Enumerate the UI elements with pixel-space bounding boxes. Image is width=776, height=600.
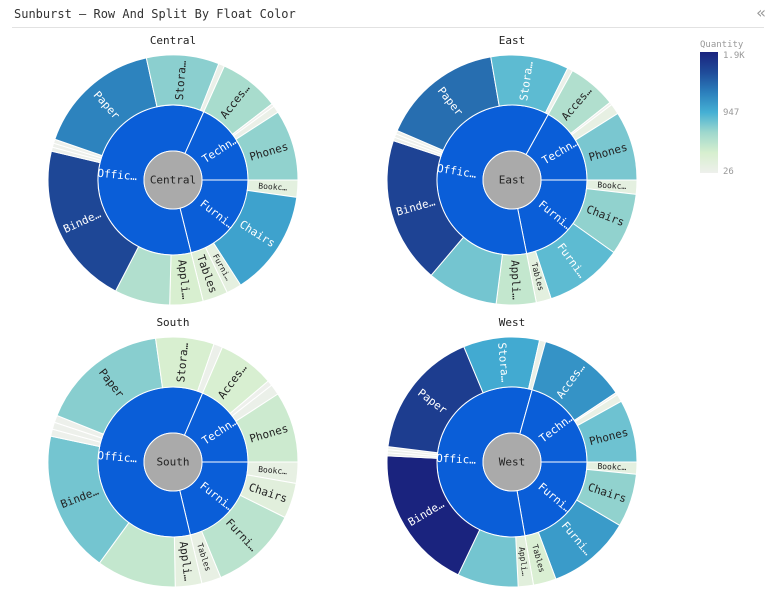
sunburst-panel-west: WestFurni…Bookc…ChairsFurni…TablesOffic…… xyxy=(386,316,638,588)
sunburst-panel-east: EastFurni…Bookc…ChairsFurni…TablesOffic…… xyxy=(386,34,638,306)
outer-label-furniture-bookcases: Bookc… xyxy=(258,181,288,192)
inner-label-office-supplies: Offic… xyxy=(436,452,477,467)
legend-colorbar xyxy=(700,52,718,173)
chart-title: Sunburst – Row And Split By Float Color xyxy=(14,7,296,21)
panel-title: East xyxy=(499,34,526,47)
outer-label-office-supplies-appliances: Appli… xyxy=(517,547,529,577)
panel-title: West xyxy=(499,316,526,329)
outer-arc-technology-phones[interactable] xyxy=(574,112,638,181)
center-label: West xyxy=(499,456,526,469)
outer-label-office-supplies-storage: Stora… xyxy=(495,342,511,383)
legend-tick-max: 1.9K xyxy=(723,51,745,61)
center-circle[interactable] xyxy=(482,150,542,210)
center-label: South xyxy=(156,456,189,469)
outer-arc-technology-phones[interactable] xyxy=(576,400,638,463)
outer-label-office-supplies-appliances: Appli… xyxy=(175,259,192,300)
legend-tick-min: 26 xyxy=(723,167,734,177)
outer-label-furniture-bookcases: Bookc… xyxy=(597,180,627,191)
outer-arc-technology-phones[interactable] xyxy=(235,393,299,463)
inner-label-office-supplies: Offic… xyxy=(97,449,138,465)
sunburst-panel-south: SouthFurni…Bookc…ChairsFurni…TablesOffic… xyxy=(47,316,299,588)
outer-label-office-supplies-storage: Stora… xyxy=(174,342,191,383)
panel-title: Central xyxy=(150,34,196,47)
center-circle[interactable] xyxy=(143,432,203,492)
legend-title: Quantity xyxy=(700,40,744,50)
inner-label-office-supplies: Offic… xyxy=(436,162,478,181)
center-circle[interactable] xyxy=(143,150,203,210)
center-circle[interactable] xyxy=(482,432,542,492)
outer-label-furniture-bookcases: Bookc… xyxy=(258,465,288,476)
center-label: Central xyxy=(150,174,196,187)
panel-title: South xyxy=(156,316,189,329)
outer-label-office-supplies-storage: Stora… xyxy=(173,60,189,101)
color-legend: Quantity 1.9K 947 26 xyxy=(700,40,745,177)
header-divider xyxy=(12,27,764,28)
outer-label-office-supplies-appliances: Appli… xyxy=(508,260,522,301)
legend-tick-mid: 947 xyxy=(723,108,739,118)
outer-label-office-supplies-appliances: Appli… xyxy=(177,541,195,582)
outer-label-office-supplies-storage: Stora… xyxy=(517,60,536,102)
outer-label-furniture-bookcases: Bookc… xyxy=(597,462,626,472)
outer-arc-technology-phones[interactable] xyxy=(235,111,299,181)
collapse-icon[interactable]: « xyxy=(756,3,766,22)
center-label: East xyxy=(499,174,526,187)
inner-label-office-supplies: Offic… xyxy=(97,167,138,184)
sunburst-panel-central: CentralFurni…Bookc…ChairsFurni…TablesOff… xyxy=(47,34,299,306)
